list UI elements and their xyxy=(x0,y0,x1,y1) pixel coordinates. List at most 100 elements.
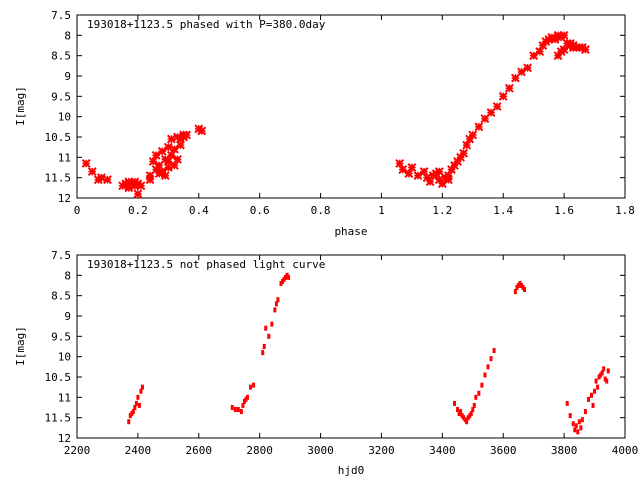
data-point xyxy=(480,382,484,388)
data-point xyxy=(559,30,569,40)
y-tick-label: 9 xyxy=(64,70,71,83)
data-point xyxy=(605,378,609,384)
x-tick-label: 0.4 xyxy=(189,204,209,217)
x-tick-label: 0.8 xyxy=(311,204,331,217)
phased-light-curve-chart: 193018+1123.5 phased with P=380.0day pha… xyxy=(14,9,635,238)
data-point xyxy=(137,402,141,408)
data-point xyxy=(489,356,493,362)
data-point xyxy=(580,417,584,423)
data-point xyxy=(477,390,481,396)
data-point xyxy=(233,407,237,413)
x-tick-label: 1 xyxy=(378,204,385,217)
data-point xyxy=(281,278,284,284)
data-point xyxy=(463,417,467,423)
x-tick-label: 2200 xyxy=(64,444,91,457)
data-point xyxy=(474,394,478,400)
y-tick-label: 11 xyxy=(58,151,71,164)
data-point xyxy=(492,102,502,111)
data-point xyxy=(465,419,469,425)
data-point xyxy=(151,150,161,160)
data-point xyxy=(267,333,271,339)
x-tick-label: 4000 xyxy=(612,444,639,457)
y-tick-label: 11.5 xyxy=(45,412,72,425)
x-tick-label: 1.6 xyxy=(554,204,574,217)
data-point xyxy=(134,400,138,406)
plot-frame xyxy=(76,254,626,439)
y-tick-label: 12 xyxy=(58,432,71,445)
data-point xyxy=(261,350,265,356)
data-point xyxy=(459,409,463,415)
data-point xyxy=(252,382,256,388)
data-point xyxy=(241,402,245,408)
data-point xyxy=(535,47,545,57)
data-point xyxy=(274,301,278,307)
data-point xyxy=(579,425,583,431)
data-point xyxy=(197,126,207,136)
data-point xyxy=(468,130,478,140)
plot-frame xyxy=(76,14,626,199)
data-point xyxy=(407,163,417,172)
data-point xyxy=(576,429,580,435)
data-point xyxy=(486,108,496,118)
y-tick-label: 9.5 xyxy=(51,90,71,103)
data-point xyxy=(559,45,569,54)
data-point xyxy=(590,392,594,398)
data-points xyxy=(81,30,590,199)
x-tick-label: 0 xyxy=(74,204,81,217)
data-point xyxy=(606,368,610,374)
x-tick-label: 2400 xyxy=(125,444,152,457)
data-point xyxy=(239,409,243,415)
y-tick-label: 11.5 xyxy=(45,172,72,185)
data-point xyxy=(130,411,134,417)
data-point xyxy=(602,366,606,372)
data-point xyxy=(139,388,143,394)
data-point xyxy=(469,411,473,417)
y-ticks: 7.5 8 8.5 9 9.5 10 10.5 11 11.5 12 xyxy=(45,249,625,445)
data-point xyxy=(596,384,600,390)
data-point xyxy=(573,427,577,433)
data-point xyxy=(398,165,408,174)
x-tick-label: 1.2 xyxy=(432,204,452,217)
data-point xyxy=(287,274,291,280)
y-axis-label: I[mag] xyxy=(14,86,27,126)
data-point xyxy=(170,144,179,154)
x-tick-label: 2600 xyxy=(186,444,213,457)
data-point xyxy=(127,419,131,425)
y-tick-label: 10.5 xyxy=(45,131,72,144)
data-point xyxy=(480,114,490,124)
y-tick-label: 8 xyxy=(64,29,71,42)
data-point xyxy=(273,307,277,313)
y-ticks: 7.5 8 8.5 9 9.5 10 10.5 11 11.5 12 xyxy=(45,9,625,205)
data-point xyxy=(173,154,182,164)
chart-title: 193018+1123.5 phased with P=380.0day xyxy=(87,18,326,31)
data-point xyxy=(513,289,517,295)
y-tick-label: 8 xyxy=(64,269,71,282)
data-point xyxy=(160,171,170,181)
data-point xyxy=(529,51,539,61)
data-point xyxy=(419,167,429,176)
data-point xyxy=(133,189,143,199)
y-tick-label: 9 xyxy=(64,310,71,323)
data-point xyxy=(603,376,607,382)
data-point xyxy=(462,415,466,421)
x-tick-label: 3000 xyxy=(307,444,334,457)
data-point xyxy=(523,287,527,293)
data-point xyxy=(523,63,532,73)
data-point xyxy=(140,384,144,390)
data-point xyxy=(504,83,514,93)
data-point xyxy=(483,372,487,378)
data-point xyxy=(182,130,192,140)
data-point xyxy=(466,415,470,421)
y-tick-label: 10 xyxy=(58,351,71,364)
data-point xyxy=(486,364,490,370)
data-point xyxy=(459,148,469,158)
data-point xyxy=(498,91,508,101)
x-tick-label: 3200 xyxy=(368,444,395,457)
y-tick-label: 7.5 xyxy=(51,249,71,262)
data-point xyxy=(279,280,283,286)
data-point xyxy=(242,398,246,404)
x-tick-label: 0.6 xyxy=(250,204,270,217)
data-point xyxy=(270,321,274,327)
data-point xyxy=(128,413,132,419)
data-point xyxy=(236,407,240,413)
